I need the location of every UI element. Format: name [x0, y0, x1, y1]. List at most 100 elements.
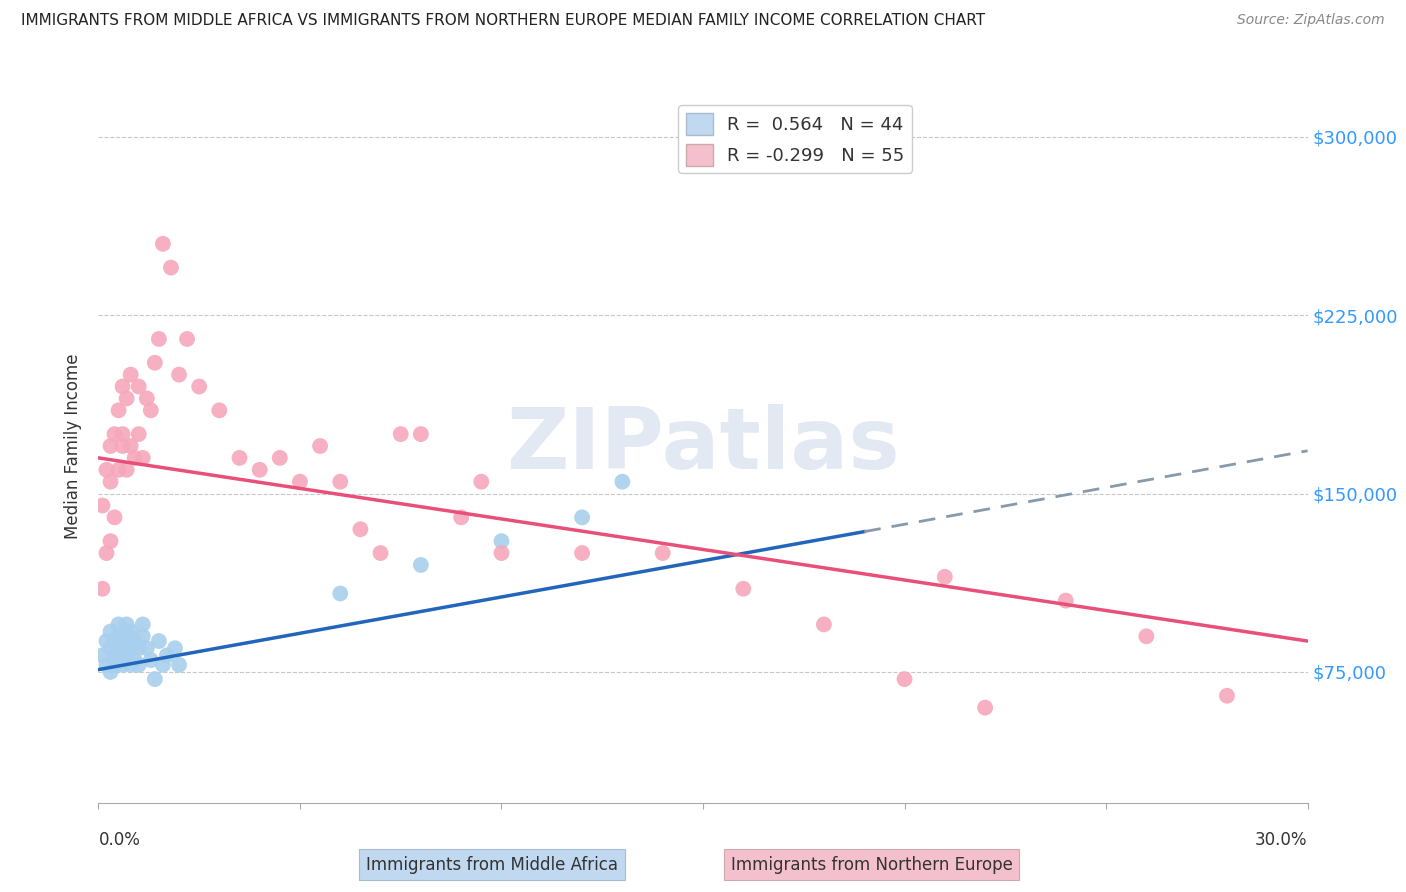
Text: IMMIGRANTS FROM MIDDLE AFRICA VS IMMIGRANTS FROM NORTHERN EUROPE MEDIAN FAMILY I: IMMIGRANTS FROM MIDDLE AFRICA VS IMMIGRA… — [21, 13, 986, 29]
Point — [813, 617, 835, 632]
Point — [107, 629, 129, 643]
Point — [128, 379, 150, 393]
Point — [163, 641, 186, 656]
Point — [120, 439, 142, 453]
Point — [249, 463, 271, 477]
Point — [115, 624, 138, 639]
Point — [103, 634, 125, 648]
Point — [893, 672, 915, 686]
Point — [160, 260, 183, 275]
Point — [491, 534, 513, 549]
Point — [571, 510, 593, 524]
Point — [132, 629, 155, 643]
Point — [91, 648, 114, 663]
Point — [329, 475, 352, 489]
Point — [349, 522, 371, 536]
Point — [409, 558, 432, 572]
Point — [329, 586, 352, 600]
Point — [152, 236, 174, 251]
Point — [156, 648, 179, 663]
Point — [124, 653, 146, 667]
Point — [100, 439, 122, 453]
Point — [651, 546, 673, 560]
Point — [115, 634, 138, 648]
Point — [228, 450, 250, 465]
Point — [100, 641, 122, 656]
Point — [120, 624, 142, 639]
Point — [91, 582, 114, 596]
Point — [107, 653, 129, 667]
Point — [208, 403, 231, 417]
Point — [139, 403, 162, 417]
Point — [124, 450, 146, 465]
Text: 30.0%: 30.0% — [1256, 831, 1308, 849]
Point — [176, 332, 198, 346]
Point — [107, 641, 129, 656]
Point — [115, 653, 138, 667]
Y-axis label: Median Family Income: Median Family Income — [65, 353, 83, 539]
Point — [389, 427, 412, 442]
Point — [148, 634, 170, 648]
Point — [100, 534, 122, 549]
Text: 0.0%: 0.0% — [98, 831, 141, 849]
Point — [111, 427, 134, 442]
Point — [370, 546, 392, 560]
Point — [132, 450, 155, 465]
Point — [115, 641, 138, 656]
Point — [107, 463, 129, 477]
Point — [115, 463, 138, 477]
Point — [974, 700, 997, 714]
Point — [1135, 629, 1157, 643]
Point — [733, 582, 755, 596]
Point — [152, 657, 174, 672]
Point — [115, 392, 138, 406]
Point — [309, 439, 332, 453]
Point — [470, 475, 492, 489]
Point — [103, 648, 125, 663]
Point — [103, 510, 125, 524]
Point — [132, 617, 155, 632]
Point — [115, 617, 138, 632]
Legend: R =  0.564   N = 44, R = -0.299   N = 55: R = 0.564 N = 44, R = -0.299 N = 55 — [679, 105, 911, 173]
Point — [111, 648, 134, 663]
Point — [167, 368, 190, 382]
Point — [409, 427, 432, 442]
Point — [100, 665, 122, 679]
Point — [120, 657, 142, 672]
Point — [135, 392, 157, 406]
Point — [143, 672, 166, 686]
Point — [103, 657, 125, 672]
Point — [135, 641, 157, 656]
Point — [269, 450, 291, 465]
Point — [91, 499, 114, 513]
Point — [128, 427, 150, 442]
Point — [96, 546, 118, 560]
Point — [1054, 593, 1077, 607]
Point — [103, 427, 125, 442]
Point — [120, 641, 142, 656]
Point — [124, 634, 146, 648]
Point — [107, 403, 129, 417]
Point — [100, 475, 122, 489]
Point — [111, 641, 134, 656]
Text: Source: ZipAtlas.com: Source: ZipAtlas.com — [1237, 13, 1385, 28]
Point — [111, 657, 134, 672]
Point — [934, 570, 956, 584]
Point — [120, 368, 142, 382]
Point — [111, 629, 134, 643]
Point — [491, 546, 513, 560]
Text: Immigrants from Middle Africa: Immigrants from Middle Africa — [366, 855, 619, 873]
Point — [288, 475, 311, 489]
Point — [96, 634, 118, 648]
Point — [450, 510, 472, 524]
Point — [148, 332, 170, 346]
Point — [571, 546, 593, 560]
Text: ZIPatlas: ZIPatlas — [506, 404, 900, 488]
Point — [96, 463, 118, 477]
Point — [143, 356, 166, 370]
Text: Immigrants from Northern Europe: Immigrants from Northern Europe — [731, 855, 1012, 873]
Point — [128, 641, 150, 656]
Point — [96, 657, 118, 672]
Point — [128, 657, 150, 672]
Point — [107, 617, 129, 632]
